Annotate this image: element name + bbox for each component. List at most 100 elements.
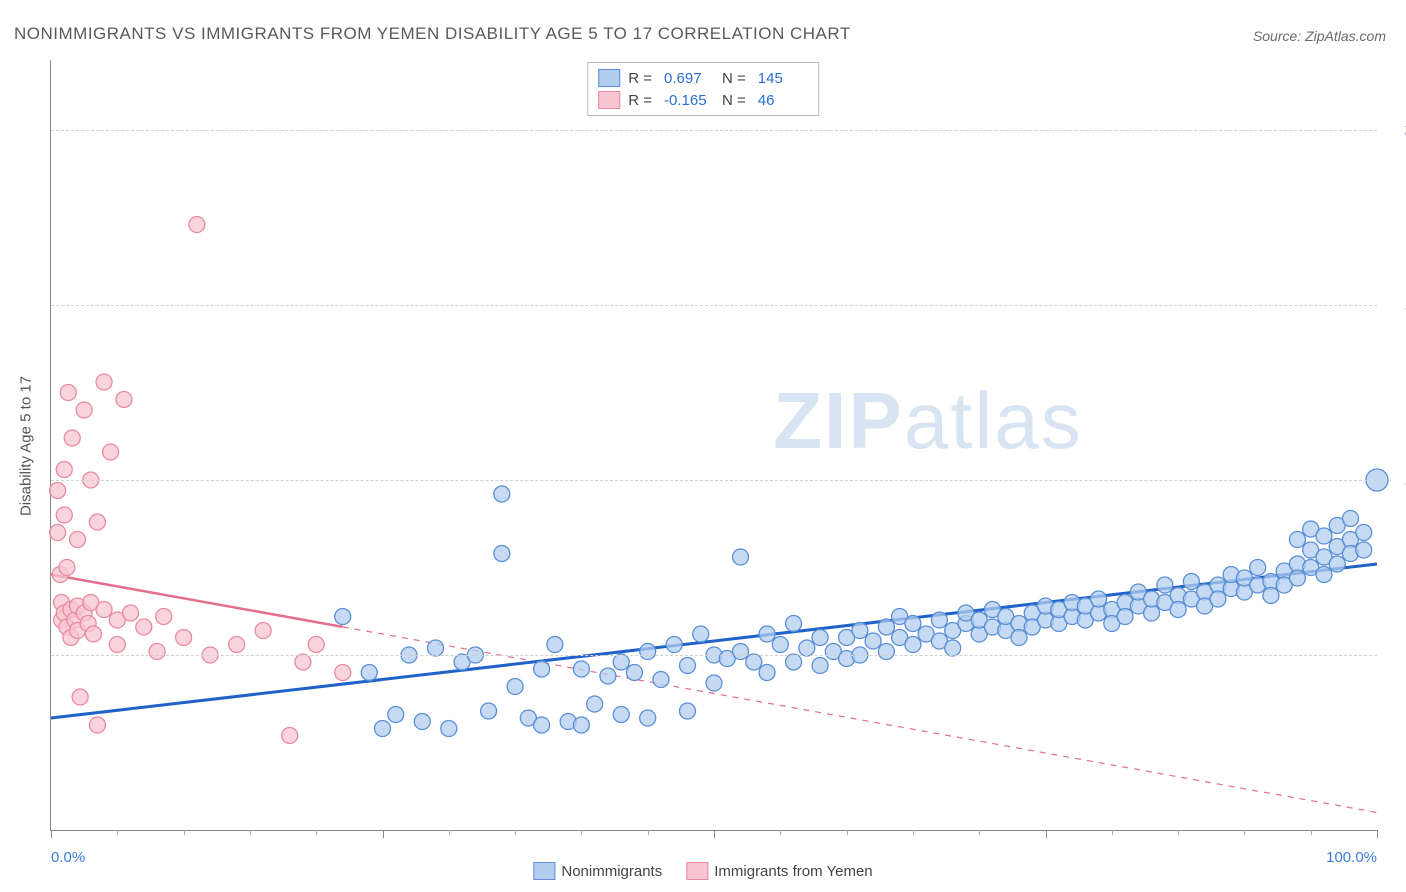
data-point [733,549,749,565]
data-point [255,623,271,639]
data-point [1170,602,1186,618]
data-point [428,640,444,656]
data-point [799,640,815,656]
data-point [1091,591,1107,607]
data-point [679,658,695,674]
chart-title: NONIMMIGRANTS VS IMMIGRANTS FROM YEMEN D… [14,24,851,44]
data-point [534,661,550,677]
n-value-immigrants: 46 [758,92,808,109]
x-tick-minor [913,830,914,835]
data-point [653,672,669,688]
legend-label-immigrants: Immigrants from Yemen [714,863,872,880]
data-point [64,430,80,446]
data-point [59,560,75,576]
grid-line [51,305,1377,306]
data-point [905,616,921,632]
grid-line [51,130,1377,131]
swatch-immigrants [598,91,620,109]
legend-item-nonimmigrants: Nonimmigrants [533,862,662,880]
r-label: R = [628,92,652,109]
data-point [136,619,152,635]
x-tick-minor [1311,830,1312,835]
x-tick-label: 0.0% [51,849,85,866]
data-point [1183,574,1199,590]
data-point [693,626,709,642]
x-tick-major [383,830,384,838]
plot-svg [51,60,1377,830]
data-point [547,637,563,653]
data-point [60,385,76,401]
x-tick-minor [184,830,185,835]
data-point [96,374,112,390]
data-point [149,644,165,660]
swatch-immigrants [686,862,708,880]
legend-item-immigrants: Immigrants from Yemen [686,862,872,880]
grid-line [51,655,1377,656]
data-point [1289,532,1305,548]
data-point [666,637,682,653]
data-point [56,507,72,523]
data-point [613,707,629,723]
x-tick-minor [581,830,582,835]
data-point [1316,528,1332,544]
data-point [72,689,88,705]
data-point [89,717,105,733]
swatch-nonimmigrants [533,862,555,880]
data-point [772,637,788,653]
stats-row-immigrants: R = -0.165 N = 46 [598,89,808,111]
data-point [573,717,589,733]
stats-row-nonimmigrants: R = 0.697 N = 145 [598,67,808,89]
data-point [50,483,66,499]
x-tick-minor [1112,830,1113,835]
data-point [414,714,430,730]
y-tick-label: 10.0% [1387,472,1406,489]
x-tick-minor [1178,830,1179,835]
data-point [733,644,749,660]
x-tick-minor [648,830,649,835]
y-tick-label: 20.0% [1387,122,1406,139]
data-point [109,637,125,653]
data-point [1250,560,1266,576]
legend-label-nonimmigrants: Nonimmigrants [561,863,662,880]
data-point [1011,630,1027,646]
data-point [706,675,722,691]
data-point [89,514,105,530]
data-point [229,637,245,653]
data-point [1356,542,1372,558]
x-tick-minor [250,830,251,835]
data-point [613,654,629,670]
data-point [176,630,192,646]
data-point [96,602,112,618]
data-point [481,703,497,719]
data-point [507,679,523,695]
data-point [116,392,132,408]
data-point [1157,577,1173,593]
data-point [865,633,881,649]
data-point [76,402,92,418]
source-attribution: Source: ZipAtlas.com [1253,28,1386,44]
data-point [361,665,377,681]
data-point [573,661,589,677]
x-tick-minor [316,830,317,835]
x-tick-major [1046,830,1047,838]
n-value-nonimmigrants: 145 [758,70,808,87]
data-point [1316,567,1332,583]
data-point [189,217,205,233]
data-point [1263,588,1279,604]
r-label: R = [628,70,652,87]
x-tick-major [714,830,715,838]
data-point [587,696,603,712]
data-point [640,644,656,660]
plot-area: 5.0%10.0%15.0%20.0%0.0%100.0% [50,60,1377,831]
data-point [878,644,894,660]
data-point [375,721,391,737]
data-point [746,654,762,670]
series-legend: Nonimmigrants Immigrants from Yemen [533,862,872,880]
data-point [388,707,404,723]
data-point [1342,511,1358,527]
data-point [494,486,510,502]
data-point [103,444,119,460]
data-point [786,654,802,670]
y-tick-label: 5.0% [1387,647,1406,664]
y-axis-label: Disability Age 5 to 17 [18,376,35,516]
